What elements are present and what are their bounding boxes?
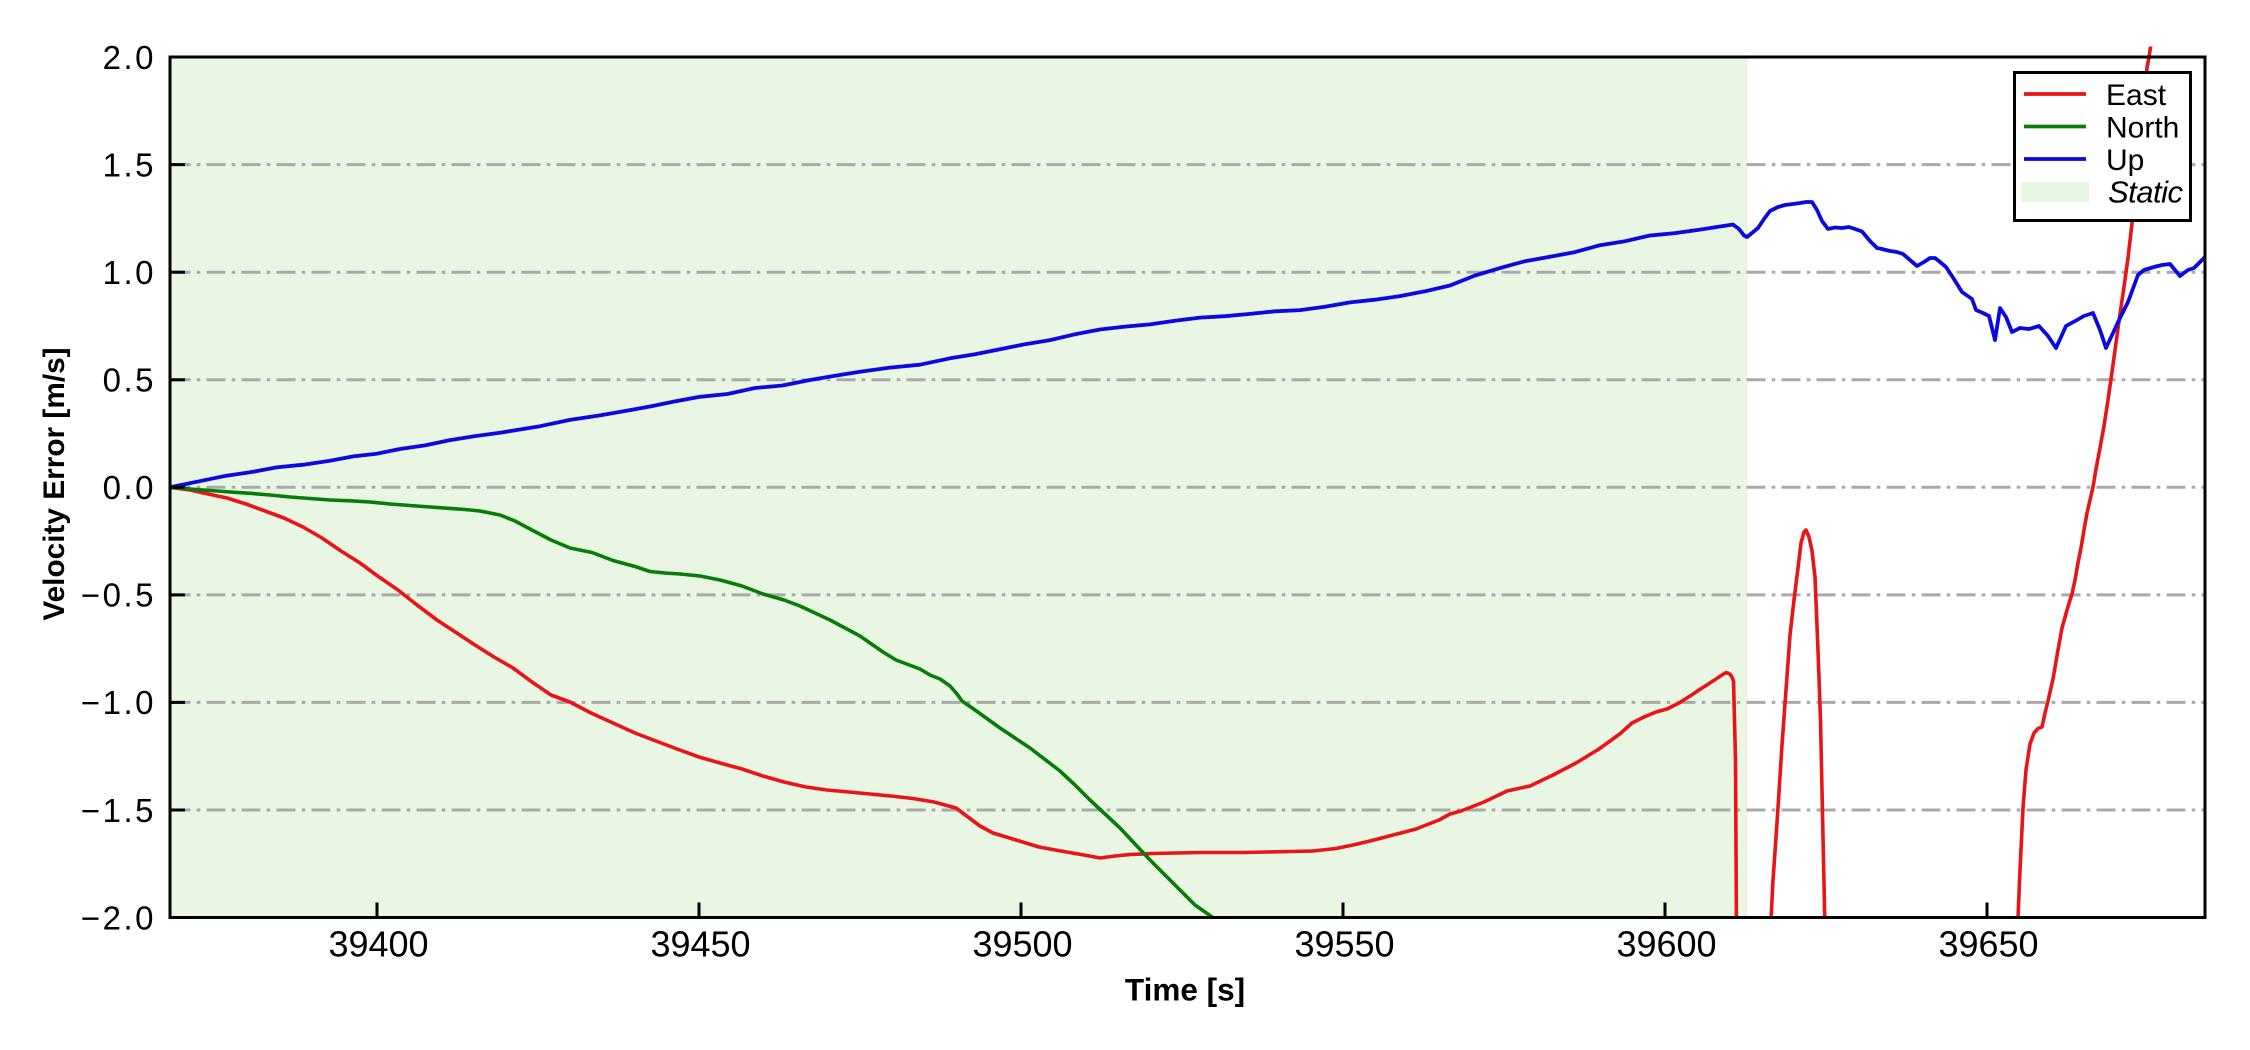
svg-text:−1.0: −1.0 [81, 684, 156, 721]
svg-text:39450: 39450 [650, 924, 750, 965]
svg-text:39600: 39600 [1616, 924, 1716, 965]
svg-text:−1.5: −1.5 [81, 792, 156, 829]
svg-text:East: East [2106, 79, 2167, 112]
svg-text:39650: 39650 [1938, 924, 2038, 965]
svg-text:Time [s]: Time [s] [1125, 972, 1245, 1008]
svg-text:0.0: 0.0 [103, 469, 156, 506]
svg-text:−2.0: −2.0 [81, 899, 156, 936]
svg-text:39400: 39400 [328, 924, 428, 965]
svg-text:Up: Up [2106, 144, 2144, 177]
svg-text:1.5: 1.5 [103, 146, 156, 183]
svg-text:−0.5: −0.5 [81, 577, 156, 614]
svg-text:Velocity Error [m/s]: Velocity Error [m/s] [38, 347, 71, 620]
svg-text:1.0: 1.0 [103, 254, 156, 291]
svg-text:39500: 39500 [972, 924, 1072, 965]
svg-text:2.0: 2.0 [103, 39, 156, 76]
svg-text:0.5: 0.5 [103, 362, 156, 399]
svg-text:39550: 39550 [1294, 924, 1394, 965]
svg-text:North: North [2106, 112, 2179, 145]
svg-text:Static: Static [2108, 175, 2184, 210]
